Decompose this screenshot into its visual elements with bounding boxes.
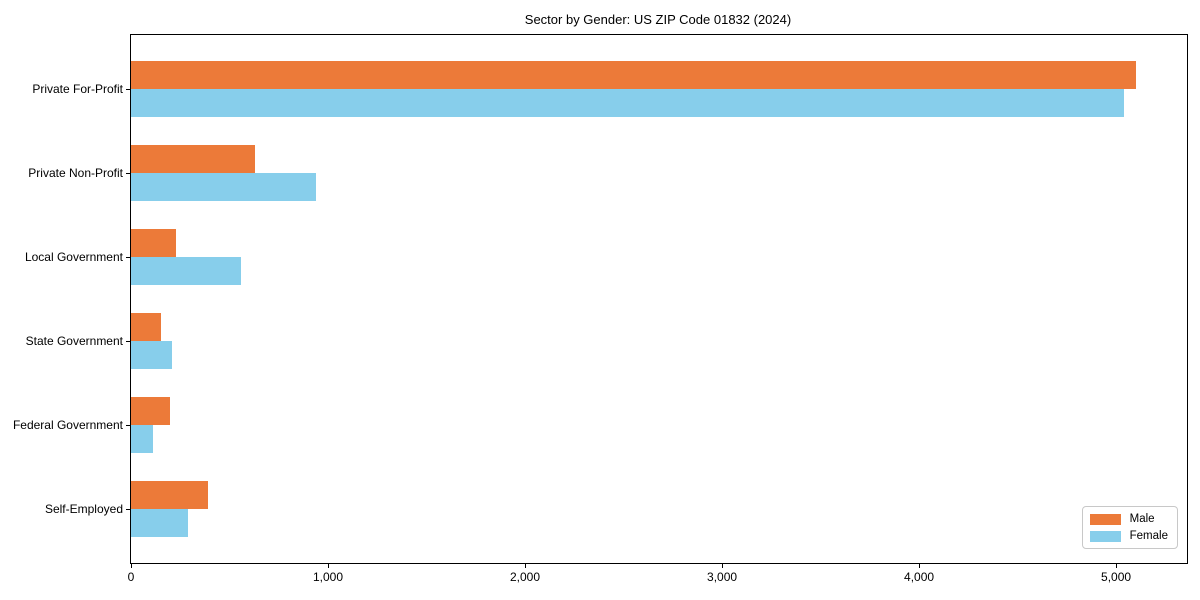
x-tick-label-0: 0 (127, 570, 135, 584)
x-tick-mark-4000 (918, 564, 920, 568)
bar-female-federal-government (131, 425, 153, 453)
bar-male-federal-government (131, 397, 171, 425)
y-tick-label-federal-government: Federal Government (12, 418, 123, 432)
x-tick-mark-3000 (721, 564, 723, 568)
x-tick-mark-2000 (524, 564, 526, 568)
bar-male-local-government (131, 229, 177, 257)
bar-female-state-government (131, 341, 173, 369)
y-tick-label-self-employed: Self-Employed (44, 502, 123, 516)
y-tick-mark-federal-government (126, 425, 130, 426)
bar-male-self-employed (131, 481, 208, 509)
y-tick-mark-private-for-profit (126, 89, 130, 90)
plot-area: Private For-Profit Private Non-Profit Loca… (13, 34, 1188, 584)
x-tick-label-5000: 5,000 (1101, 570, 1132, 584)
y-tick-mark-local-government (126, 257, 130, 258)
bar-female-private-for-profit (131, 89, 1124, 117)
y-tick-mark-self-employed (126, 509, 130, 510)
bar-male-state-government (131, 313, 161, 341)
x-tick-label-1000: 1,000 (312, 570, 344, 584)
legend-entry-female: Female (1089, 530, 1168, 542)
x-tick-label-4000: 4,000 (904, 570, 935, 584)
bar-male-private-for-profit (131, 61, 1136, 89)
legend-label-male: Male (1129, 513, 1155, 525)
y-tick-label-state-government: State Government (25, 334, 123, 348)
x-tick-label-3000: 3,000 (707, 570, 738, 584)
y-tick-label-local-government: Local Government (24, 250, 123, 264)
legend-swatch-female (1089, 530, 1121, 542)
x-tick-mark-1000 (327, 564, 329, 568)
x-tick-mark-0 (130, 564, 132, 568)
y-tick-mark-state-government (126, 341, 130, 342)
y-tick-mark-private-non-profit (126, 173, 130, 174)
bar-female-local-government (131, 257, 242, 285)
x-tick-mark-5000 (1115, 564, 1117, 568)
bar-male-private-non-profit (131, 145, 256, 173)
legend-swatch-male (1089, 513, 1121, 525)
legend-label-female: Female (1129, 530, 1168, 542)
y-tick-label-private-for-profit: Private For-Profit (32, 82, 123, 96)
bar-female-private-non-profit (131, 173, 317, 201)
x-tick-label-2000: 2,000 (510, 570, 541, 584)
y-tick-label-private-non-profit: Private Non-Profit (28, 166, 123, 180)
legend: Male Female (1081, 506, 1178, 549)
legend-entry-male: Male (1089, 513, 1168, 525)
chart-title: Sector by Gender: US ZIP Code 01832 (202… (524, 12, 792, 27)
bar-female-self-employed (131, 509, 189, 537)
